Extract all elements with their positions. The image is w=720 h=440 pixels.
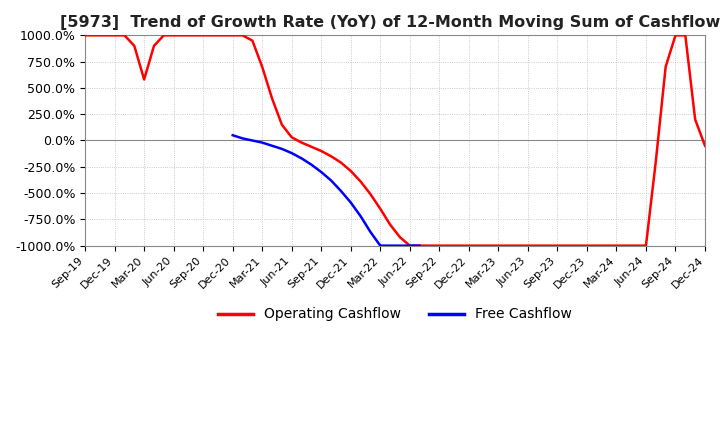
Title: [5973]  Trend of Growth Rate (YoY) of 12-Month Moving Sum of Cashflows: [5973] Trend of Growth Rate (YoY) of 12-… bbox=[60, 15, 720, 30]
Legend: Operating Cashflow, Free Cashflow: Operating Cashflow, Free Cashflow bbox=[213, 302, 577, 327]
